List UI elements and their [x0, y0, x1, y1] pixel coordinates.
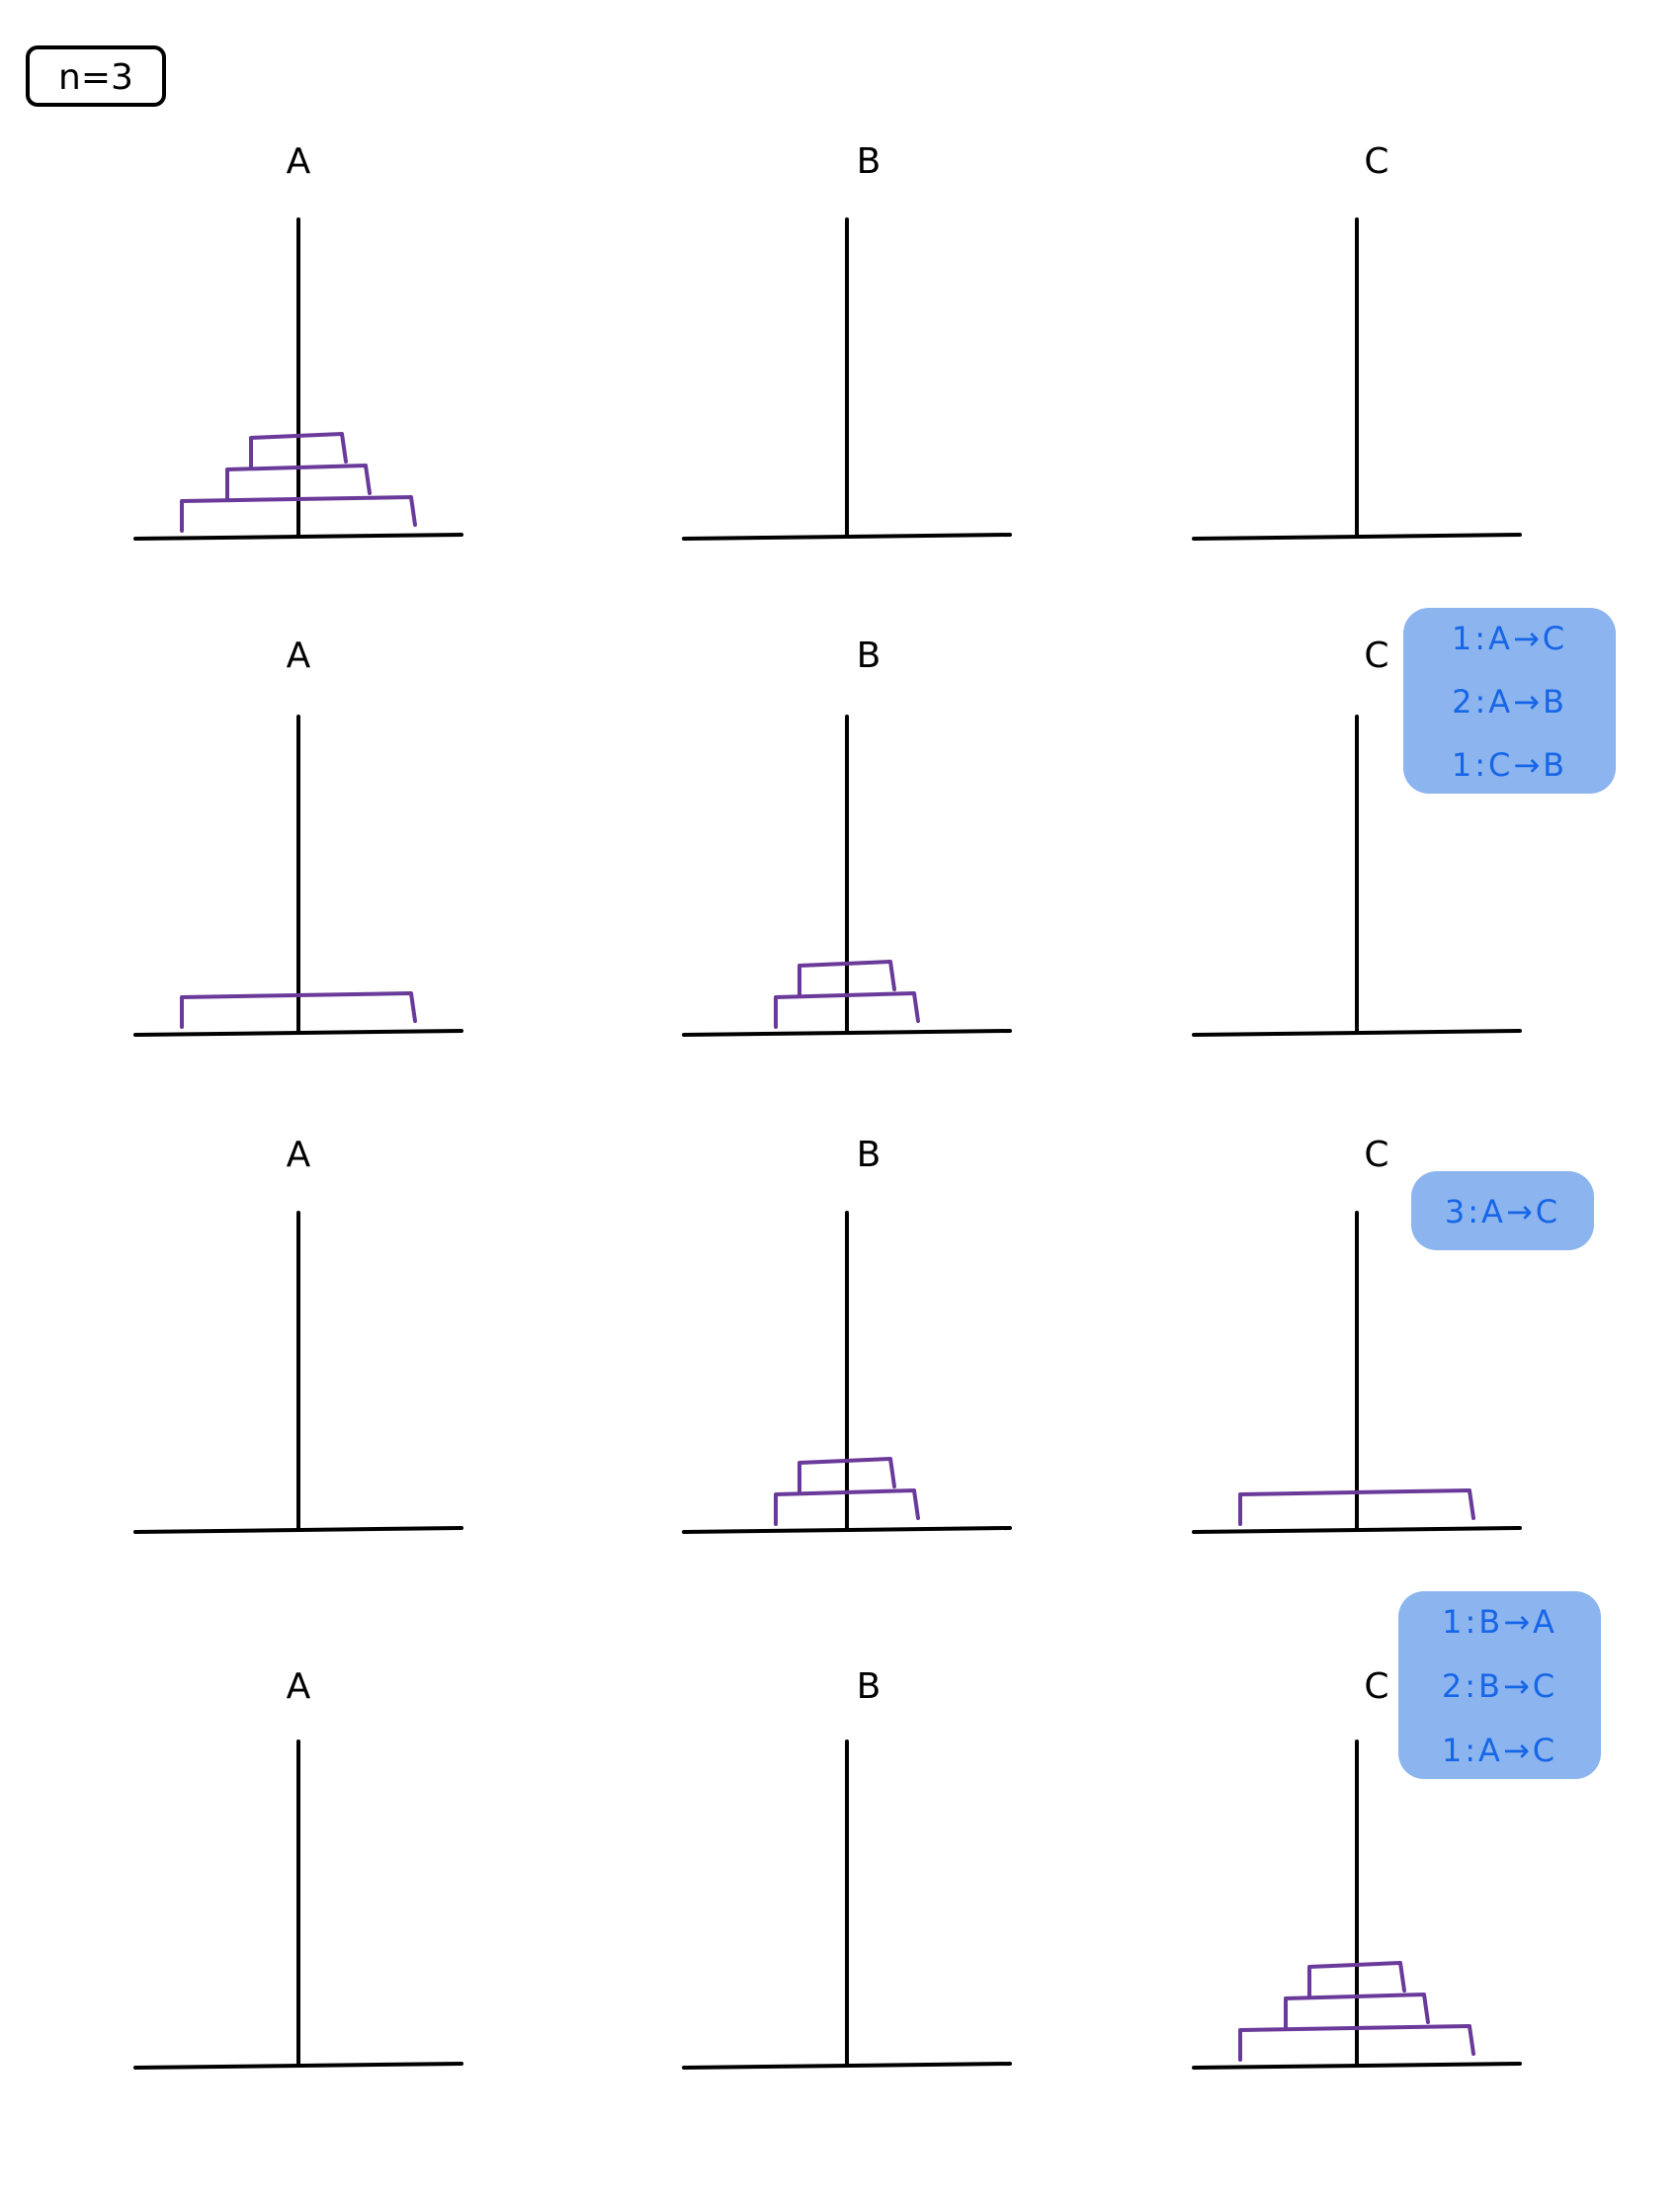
- move-note: 1:A→C 2:A→B 1:C→B: [1403, 608, 1616, 794]
- peg-b: B: [682, 1666, 1012, 2070]
- peg-label: B: [857, 141, 882, 182]
- hanoi-state-row: A B C: [133, 141, 1522, 541]
- disk-size-1: [798, 960, 896, 997]
- move-note-line: 1:B→A: [1442, 1603, 1557, 1641]
- title-label: n=3: [58, 57, 133, 98]
- peg-label: C: [1364, 141, 1388, 182]
- peg-label: A: [287, 1135, 311, 1175]
- disk-size-3: [180, 495, 417, 533]
- hanoi-state-row: A B C 3:A→C: [133, 1135, 1594, 1534]
- move-note: 3:A→C: [1411, 1171, 1594, 1250]
- rows-layer: A B C A B C 1:A→C 2:A→B 1:C→B A B C 3:A→C A B C 1:B→A 2:B…: [133, 141, 1616, 2070]
- move-note-highlight: [1403, 608, 1616, 794]
- move-note: 1:B→A 2:B→C 1:A→C: [1398, 1591, 1601, 1779]
- peg-c: C: [1192, 1135, 1522, 1534]
- disk-size-2: [774, 991, 920, 1029]
- peg-c: C: [1192, 141, 1522, 541]
- disk-size-1: [1307, 1961, 1406, 1998]
- disk-size-2: [1284, 1993, 1430, 2030]
- peg-c: C: [1192, 636, 1522, 1037]
- peg-b: B: [682, 636, 1012, 1037]
- move-note-line: 1:A→C: [1452, 620, 1567, 657]
- peg-label: C: [1364, 1666, 1388, 1707]
- disk-size-3: [180, 991, 417, 1029]
- peg-b: B: [682, 141, 1012, 541]
- peg-label: B: [857, 1666, 882, 1707]
- peg-label: A: [287, 636, 311, 676]
- peg-label: C: [1364, 1135, 1388, 1175]
- move-note-line: 3:A→C: [1445, 1193, 1560, 1230]
- peg-b: B: [682, 1135, 1012, 1534]
- hanoi-state-row: A B C 1:B→A 2:B→C 1:A→C: [133, 1591, 1601, 2070]
- move-note-line: 2:B→C: [1442, 1667, 1557, 1705]
- disk-size-1: [249, 432, 348, 469]
- peg-label: C: [1364, 636, 1388, 676]
- title-box: n=3: [26, 45, 166, 107]
- peg-a: A: [133, 141, 463, 541]
- peg-label: B: [857, 1135, 882, 1175]
- disk-size-2: [774, 1488, 920, 1526]
- disk-size-3: [1238, 1488, 1475, 1526]
- hanoi-state-row: A B C 1:A→C 2:A→B 1:C→B: [133, 608, 1616, 1037]
- peg-a: A: [133, 1135, 463, 1534]
- move-note-highlight: [1411, 1171, 1594, 1250]
- disk-size-1: [798, 1457, 896, 1494]
- disk-size-2: [225, 464, 372, 501]
- move-note-line: 1:C→B: [1452, 746, 1567, 784]
- peg-a: A: [133, 636, 463, 1037]
- peg-label: B: [857, 636, 882, 676]
- peg-label: A: [287, 1666, 311, 1707]
- peg-label: A: [287, 141, 311, 182]
- peg-c: C: [1192, 1666, 1522, 2070]
- move-note-line: 1:A→C: [1442, 1732, 1557, 1769]
- peg-a: A: [133, 1666, 463, 2070]
- move-note-highlight: [1398, 1591, 1601, 1779]
- disk-size-3: [1238, 2024, 1475, 2062]
- title-frame: [26, 45, 166, 107]
- move-note-line: 2:A→B: [1452, 683, 1567, 721]
